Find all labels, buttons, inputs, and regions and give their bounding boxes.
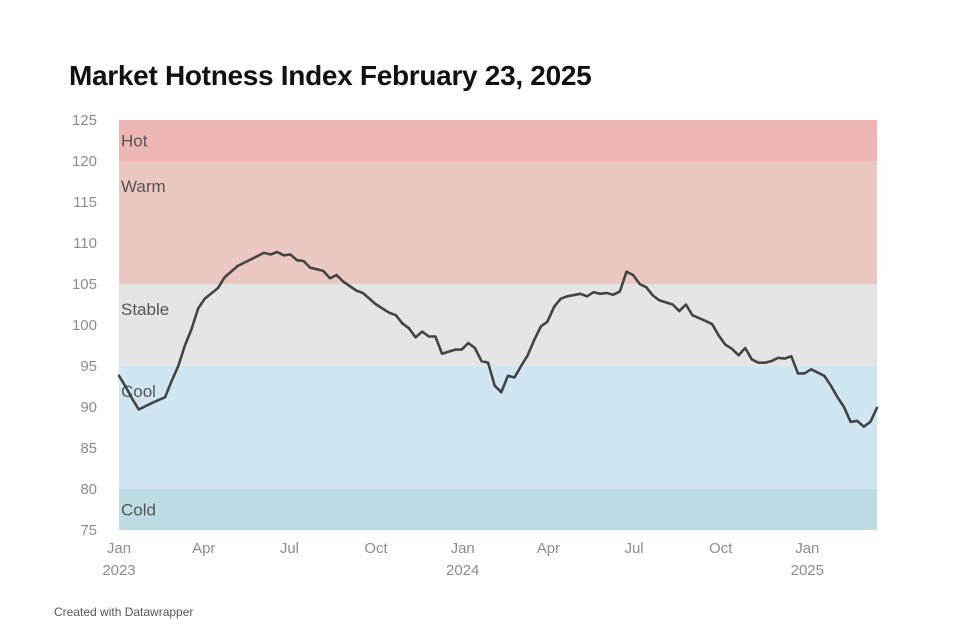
band-hot xyxy=(119,120,877,161)
x-tick-label: Oct xyxy=(364,540,388,557)
y-tick-label: 115 xyxy=(73,194,97,211)
band-layer: Hot Warm Stable Cool Cold xyxy=(119,120,877,530)
band-cool xyxy=(119,366,877,489)
credit-note: Created with Datawrapper xyxy=(54,605,194,619)
x-tick-label: Oct xyxy=(709,540,733,557)
band-label-cool: Cool xyxy=(121,382,156,401)
x-tick-label: Jul xyxy=(624,540,643,557)
y-tick-label: 100 xyxy=(72,317,97,334)
y-axis: 75 80 85 90 95 100 105 110 115 120 125 xyxy=(72,112,97,539)
y-tick-label: 90 xyxy=(80,399,97,416)
x-tick-year-label: 2025 xyxy=(791,562,824,579)
y-tick-label: 80 xyxy=(80,481,97,498)
x-tick-year-label: 2023 xyxy=(102,562,135,579)
x-tick-label: Jul xyxy=(280,540,299,557)
x-tick-label: Apr xyxy=(192,540,215,557)
y-tick-label: 75 xyxy=(80,522,97,539)
band-cold xyxy=(119,489,877,530)
chart-title: Market Hotness Index February 23, 2025 xyxy=(69,60,592,91)
series-line xyxy=(117,250,879,428)
y-tick-label: 105 xyxy=(72,276,97,293)
x-tick-label: Apr xyxy=(537,540,560,557)
y-tick-label: 120 xyxy=(72,153,97,170)
y-tick-label: 125 xyxy=(72,112,97,129)
band-label-warm: Warm xyxy=(121,177,166,196)
band-label-cold: Cold xyxy=(121,501,156,520)
x-tick-year-label: 2024 xyxy=(446,562,479,579)
band-label-stable: Stable xyxy=(121,300,169,319)
y-tick-label: 95 xyxy=(80,358,97,375)
y-tick-label: 85 xyxy=(80,440,97,457)
series-layer xyxy=(117,250,879,428)
x-tick-label: Jan xyxy=(107,540,131,557)
x-tick-label: Jan xyxy=(795,540,819,557)
y-tick-label: 110 xyxy=(73,235,97,252)
band-label-hot: Hot xyxy=(121,132,148,151)
band-warm xyxy=(119,161,877,284)
x-axis: Jan 2023 Apr Jul Oct Jan 2024 Apr Jul Oct Jan 2025 xyxy=(102,540,824,579)
x-tick-label: Jan xyxy=(451,540,475,557)
band-stable xyxy=(119,284,877,366)
